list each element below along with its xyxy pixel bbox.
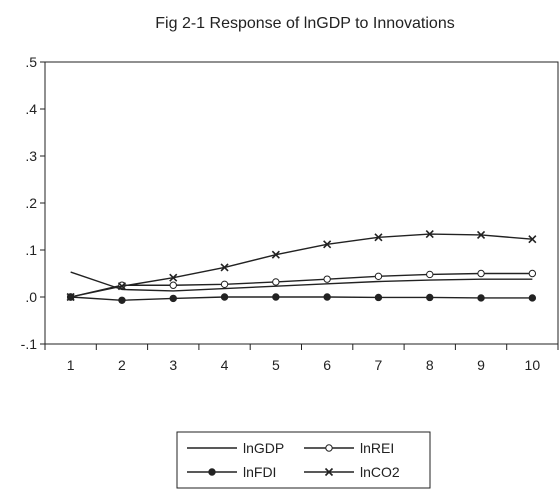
y-tick-label: .5 — [25, 54, 37, 70]
legend-label: lnGDP — [243, 440, 284, 456]
data-point-lnREI — [323, 275, 331, 283]
series-line-lnCO2 — [70, 233, 533, 298]
data-point-lnCO2 — [117, 282, 127, 291]
data-point-lnFDI — [528, 294, 537, 302]
series-lnCO2 — [66, 229, 537, 302]
legend: lnGDP lnREI lnFDI lnCO2 — [176, 431, 431, 489]
x-tick-label: 4 — [221, 357, 229, 373]
legend-entry-lnCO2: lnCO2 — [304, 464, 400, 480]
data-point-lnREI — [528, 269, 537, 278]
series-group — [66, 229, 537, 304]
x-tick-label: 5 — [272, 357, 280, 373]
data-point-lnFDI — [169, 294, 177, 303]
legend-marker — [324, 467, 334, 477]
x-tick-label: 8 — [426, 357, 434, 373]
legend-marker — [325, 444, 333, 452]
data-point-lnCO2 — [425, 229, 434, 239]
legend-entry-lnGDP: lnGDP — [187, 440, 284, 456]
data-point-lnREI — [374, 272, 383, 281]
data-point-lnFDI — [220, 293, 229, 301]
data-point-lnFDI — [323, 293, 331, 301]
data-point-lnFDI — [272, 293, 280, 301]
x-axis: 1 2 3 4 5 6 7 8 9 10 — [44, 344, 559, 373]
data-point-lnCO2 — [528, 235, 537, 244]
x-tick-label: 7 — [375, 357, 383, 373]
legend-label: lnFDI — [243, 464, 276, 480]
data-point-lnCO2 — [169, 273, 178, 282]
data-point-lnREI — [169, 281, 177, 289]
data-point-lnREI — [426, 270, 434, 279]
legend-label: lnCO2 — [360, 464, 400, 480]
data-point-lnFDI — [374, 293, 383, 302]
legend-box — [176, 431, 431, 489]
legend-entry-lnFDI: lnFDI — [187, 464, 276, 480]
data-point-lnCO2 — [271, 250, 280, 259]
x-tick-label: 10 — [525, 357, 541, 373]
data-point-lnCO2 — [374, 233, 383, 242]
data-point-lnFDI — [118, 296, 126, 304]
data-point-lnFDI — [477, 294, 485, 302]
x-tick-label: 1 — [67, 357, 75, 373]
x-tick-label: 6 — [323, 357, 331, 373]
y-tick-label: .3 — [25, 148, 37, 164]
x-tick-label: 3 — [169, 357, 177, 373]
data-point-lnCO2 — [66, 292, 75, 302]
series-lnFDI — [66, 293, 537, 304]
data-point-lnREI — [220, 280, 229, 289]
series-line-lnFDI — [70, 296, 533, 301]
y-tick-label: .1 — [25, 242, 37, 258]
series-line-lnREI — [70, 272, 533, 298]
legend-label: lnREI — [360, 440, 394, 456]
data-point-lnCO2 — [220, 263, 229, 272]
data-point-lnCO2 — [476, 230, 486, 240]
y-tick-label: .2 — [25, 195, 37, 211]
y-axis: .5 .4 .3 .2 .1 .0 -.1 — [21, 54, 45, 352]
data-point-lnREI — [272, 278, 280, 286]
x-tick-label: 2 — [118, 357, 126, 373]
series-line-lnGDP — [70, 271, 533, 292]
data-point-lnFDI — [426, 293, 434, 302]
data-point-lnREI — [477, 269, 485, 278]
data-point-lnCO2 — [323, 240, 332, 249]
legend-marker — [208, 468, 216, 476]
y-tick-label: .0 — [25, 289, 37, 305]
y-tick-label: -.1 — [21, 336, 38, 352]
chart-title: Fig 2-1 Response of lnGDP to Innovations — [155, 15, 454, 32]
y-tick-label: .4 — [25, 101, 37, 117]
series-lnGDP — [70, 271, 533, 292]
x-tick-label: 9 — [477, 357, 485, 373]
legend-entry-lnREI: lnREI — [304, 440, 394, 456]
